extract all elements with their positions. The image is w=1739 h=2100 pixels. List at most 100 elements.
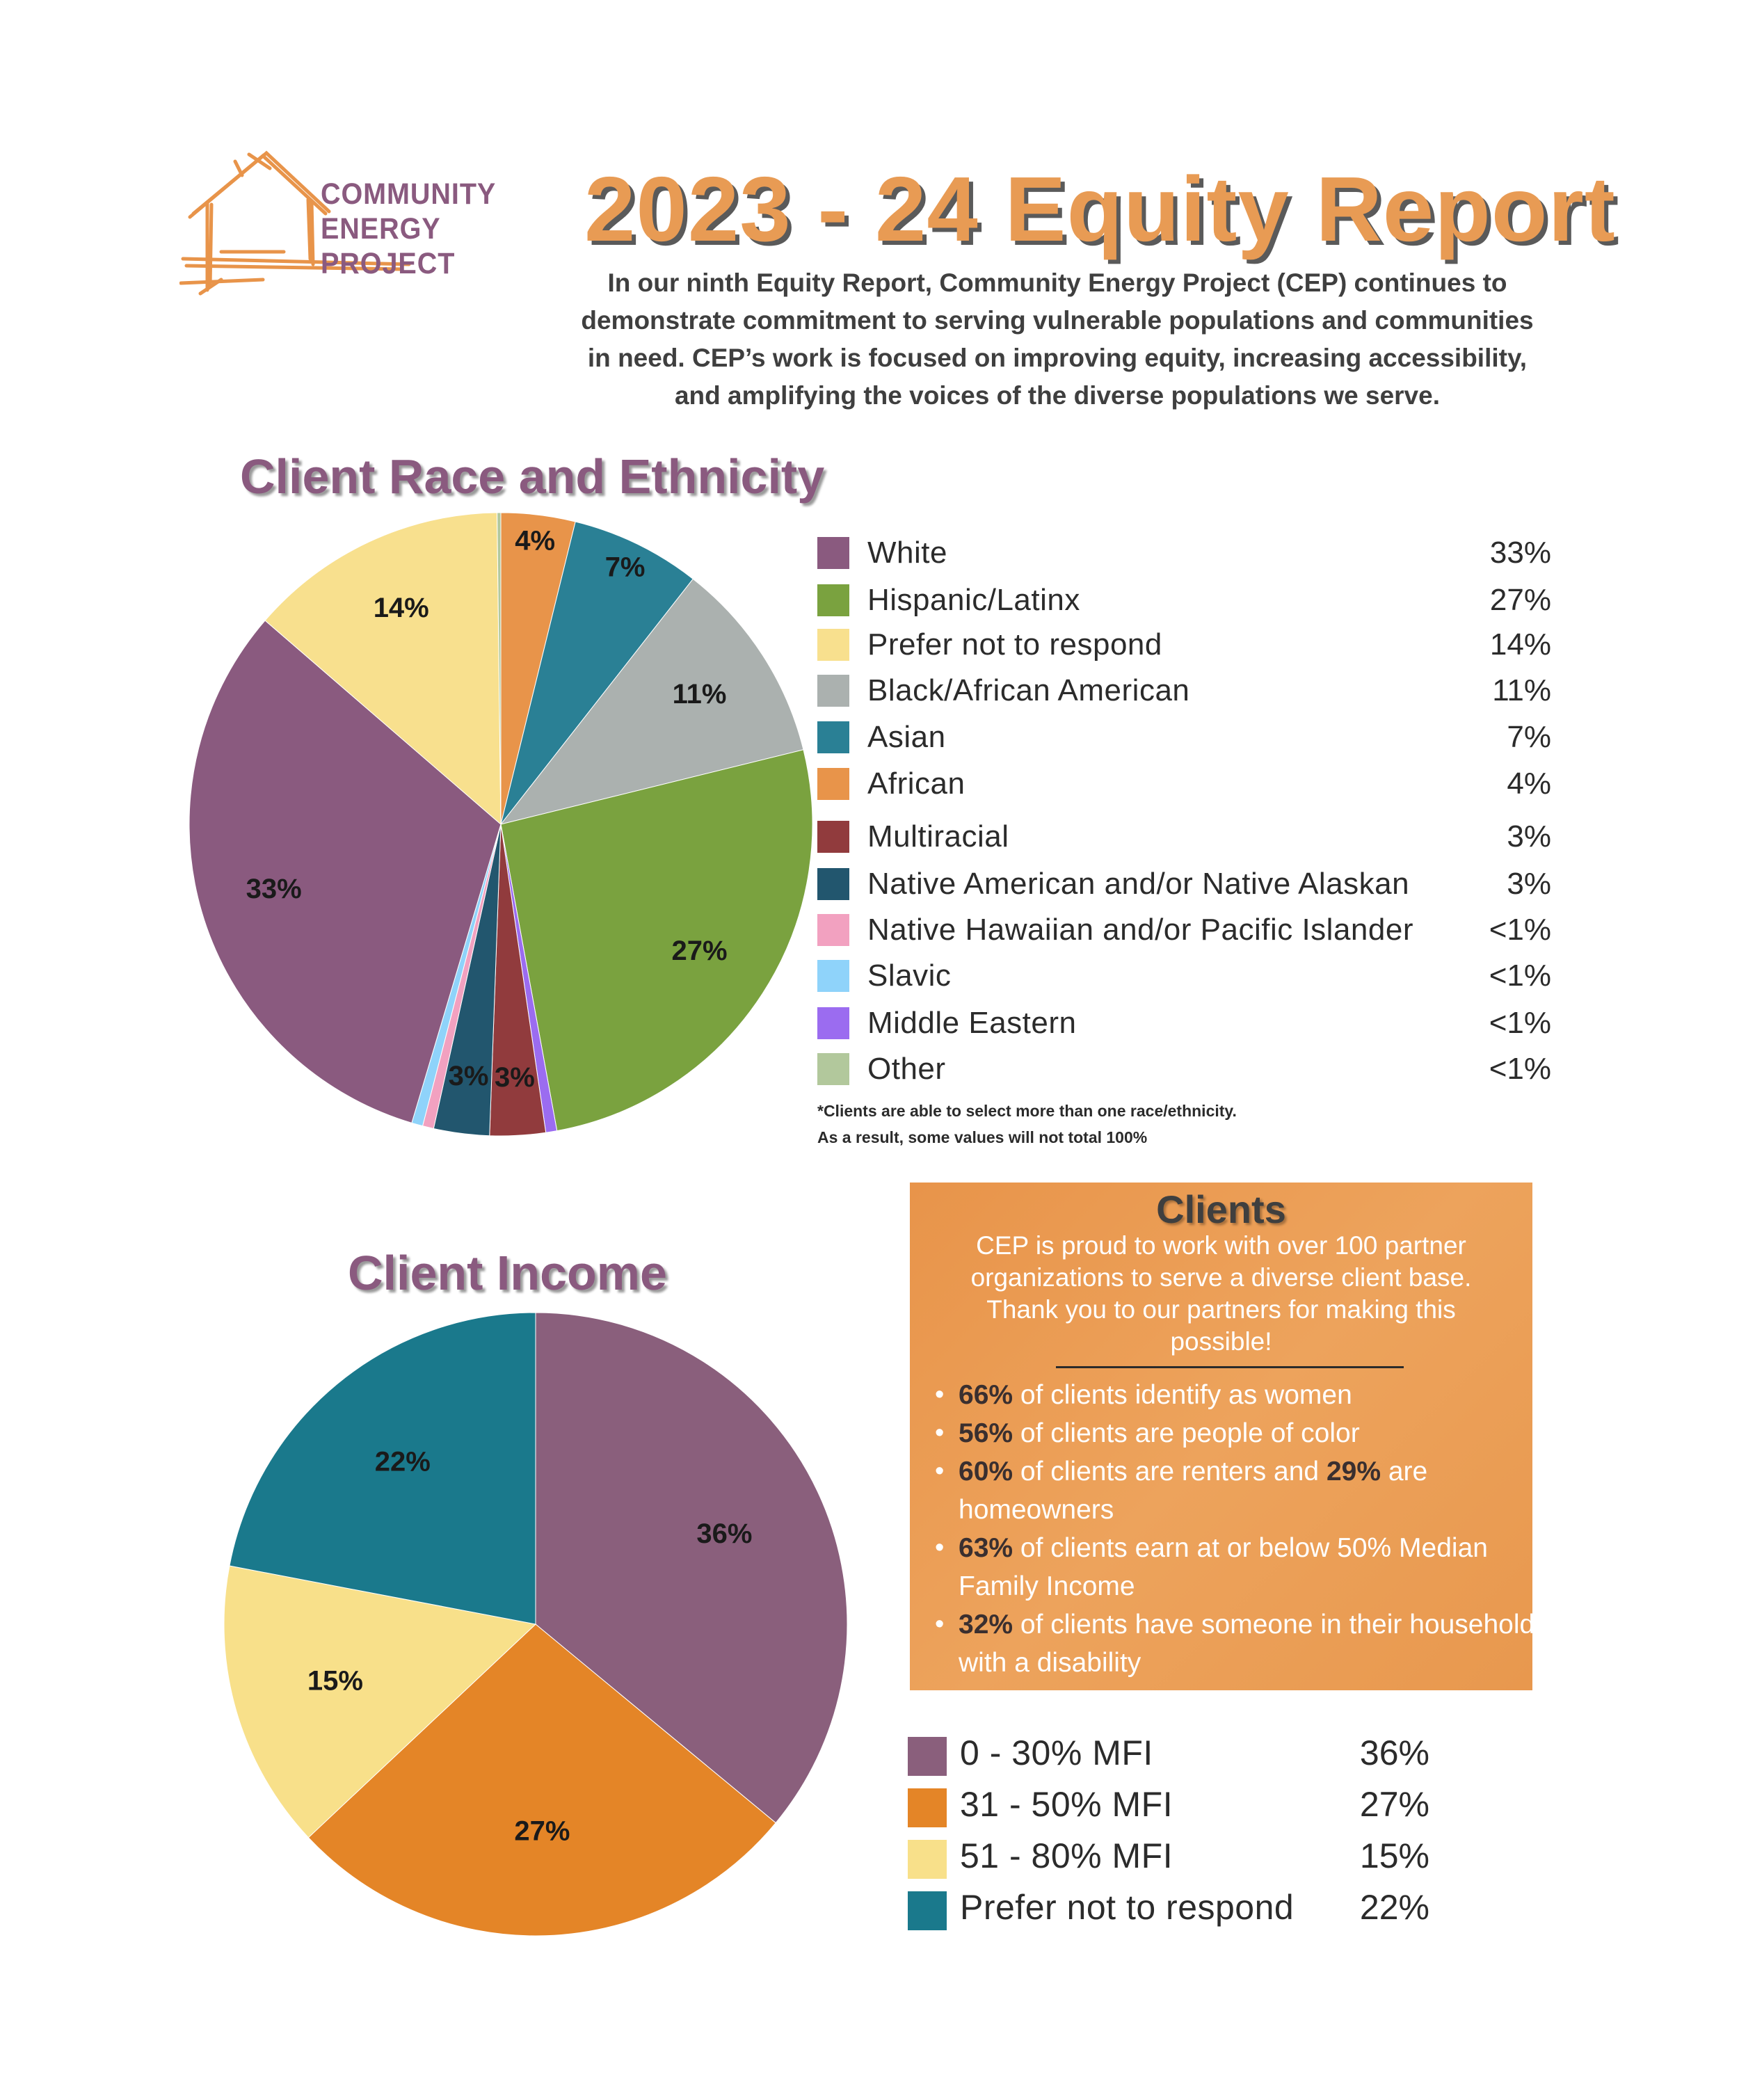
legend-item-middle-eastern: Middle Eastern <1%: [817, 1006, 1569, 1045]
intro-paragraph: In our ninth Equity Report, Community En…: [581, 268, 1534, 410]
legend-value: <1%: [1489, 959, 1551, 993]
legend-label: Asian: [867, 720, 946, 754]
pie-slice-prefer-not-to-respond: [264, 512, 502, 826]
pie-slice-31-50-mfi: [307, 1624, 776, 1937]
pie-label-asian: 7%: [605, 552, 646, 583]
race-footnote-line1: *Clients are able to select more than on…: [817, 1102, 1237, 1120]
clients-title: Clients: [1156, 1187, 1286, 1231]
legend-value: 33%: [1489, 536, 1551, 570]
legend-item-prefer-not-to-respond: Prefer not to respond 22%: [908, 1888, 1464, 1930]
legend-value: 15%: [1359, 1836, 1429, 1875]
legend-swatch: [817, 868, 849, 900]
stat-text: of clients earn at or below 50% Median F…: [959, 1533, 1488, 1601]
legend-label: Hispanic/Latinx: [867, 583, 1080, 617]
legend-value: 3%: [1507, 819, 1551, 853]
race-pie-chart: 4% 7% 11% 27% 3%3% 33% 14%: [189, 512, 813, 1137]
legend-swatch: [817, 960, 849, 992]
legend-label: 51 - 80% MFI: [960, 1836, 1173, 1875]
logo: COMMUNITY ENERGY PROJECT: [179, 147, 569, 307]
legend-value: 14%: [1489, 627, 1551, 662]
legend-value: <1%: [1489, 913, 1551, 947]
legend-swatch: [908, 1840, 947, 1879]
legend-label: 0 - 30% MFI: [960, 1733, 1153, 1772]
legend-value: 7%: [1507, 720, 1551, 754]
legend-value: <1%: [1489, 1052, 1551, 1086]
legend-item-prefer-not-to-respond: Prefer not to respond 14%: [817, 627, 1569, 666]
legend-swatch: [817, 1053, 849, 1085]
legend-item-51-80-mfi: 51 - 80% MFI 15%: [908, 1836, 1464, 1879]
pie-slice-hispanic-latinx: [500, 749, 813, 1132]
legend-value: 27%: [1489, 583, 1551, 617]
pie-slice-prefer-not-to-respond: [229, 1312, 536, 1625]
race-chart-title: Client Race and Ethnicity: [240, 449, 825, 504]
pie-slice-0-30-mfi: [535, 1312, 848, 1824]
legend-value: 4%: [1507, 767, 1551, 801]
legend-swatch: [817, 768, 849, 800]
clients-stats-list: 66% of clients identify as women 56% of …: [931, 1376, 1536, 1682]
pie-label-51-80-mfi: 15%: [307, 1665, 363, 1696]
legend-item-african: African 4%: [817, 767, 1569, 805]
legend-item-other: Other <1%: [817, 1052, 1569, 1091]
legend-value: 27%: [1359, 1785, 1429, 1824]
legend-label: Native Hawaiian and/or Pacific Islander: [867, 913, 1413, 947]
legend-swatch: [908, 1891, 947, 1930]
pie-label-white: 33%: [246, 874, 302, 904]
legend-swatch: [908, 1788, 947, 1827]
stat-highlight: 66%: [959, 1380, 1013, 1410]
legend-label: 31 - 50% MFI: [960, 1785, 1173, 1824]
stat-highlight: 56%: [959, 1418, 1013, 1448]
legend-value: 22%: [1359, 1888, 1429, 1927]
legend-item-native-american-and-or-native-alaskan: Native American and/or Native Alaskan 3%: [817, 867, 1569, 906]
pie-slice-white: [189, 620, 502, 1123]
legend-item-asian: Asian 7%: [817, 720, 1569, 759]
legend-item-hispanic-latinx: Hispanic/Latinx 27%: [817, 583, 1569, 622]
logo-text-line2: ENERGY PROJECT: [321, 212, 456, 280]
pie-slice-black-african-american: [499, 578, 804, 825]
legend-label: Multiracial: [867, 819, 1009, 853]
pie-label-hispanic-latinx: 27%: [671, 936, 727, 966]
income-pie-chart: 36% 27% 15% 22%: [223, 1312, 848, 1937]
legend-label: Other: [867, 1052, 946, 1086]
house-logo-icon: [179, 150, 411, 296]
pie-label-black-african-american: 11%: [673, 679, 727, 710]
legend-swatch: [817, 721, 849, 753]
legend-swatch: [817, 675, 849, 707]
stat-text: of clients are people of color: [1013, 1418, 1360, 1448]
legend-value: 11%: [1492, 673, 1551, 707]
stat-text: of clients have someone in their househo…: [959, 1610, 1535, 1678]
legend-item-0-30-mfi: 0 - 30% MFI 36%: [908, 1733, 1464, 1776]
legend-label: Prefer not to respond: [960, 1888, 1295, 1927]
stat-text: of clients are renters and: [1013, 1457, 1327, 1486]
pie-label-prefer-not-to-respond: 22%: [375, 1446, 431, 1477]
pie-slice-asian: [500, 521, 694, 825]
clients-description: CEP is proud to work with over 100 partn…: [970, 1231, 1472, 1356]
list-item: 66% of clients identify as women: [935, 1376, 1536, 1414]
stat-highlight: 32%: [959, 1610, 1013, 1640]
pie-label-native-american-and-or-native-alaskan: 3%: [449, 1061, 489, 1091]
stat-highlight: 60%: [959, 1457, 1013, 1486]
legend-label: Black/African American: [867, 673, 1190, 707]
legend-value: <1%: [1489, 1006, 1551, 1040]
list-item: 60% of clients are renters and 29% are h…: [935, 1452, 1536, 1529]
legend-swatch: [817, 821, 849, 853]
pie-label-multiracial: 3%: [495, 1062, 535, 1093]
pie-label-prefer-not-to-respond: 14%: [374, 593, 429, 623]
stat-highlight-secondary: 29%: [1326, 1457, 1381, 1486]
logo-text-line1: COMMUNITY: [321, 177, 497, 211]
legend-item-white: White 33%: [817, 536, 1569, 575]
legend-swatch: [817, 1007, 849, 1039]
legend-item-black-african-american: Black/African American 11%: [817, 673, 1569, 712]
legend-swatch: [817, 914, 849, 946]
pie-slice-other: [497, 512, 502, 825]
legend-label: Slavic: [867, 959, 952, 993]
legend-swatch: [817, 584, 849, 616]
race-legend: White 33% Hispanic/Latinx 27% Prefer not to …: [817, 529, 1569, 1086]
legend-value: 3%: [1507, 867, 1551, 901]
race-footnote: *Clients are able to select more than on…: [817, 1098, 1237, 1151]
list-item: 32% of clients have someone in their hou…: [935, 1605, 1536, 1682]
pie-label-31-50-mfi: 27%: [514, 1816, 570, 1846]
legend-item-slavic: Slavic <1%: [817, 959, 1569, 997]
legend-item-native-hawaiian-and-or-pacific-islander: Native Hawaiian and/or Pacific Islander <…: [817, 913, 1569, 952]
legend-label: African: [867, 767, 965, 801]
legend-label: White: [867, 536, 947, 570]
